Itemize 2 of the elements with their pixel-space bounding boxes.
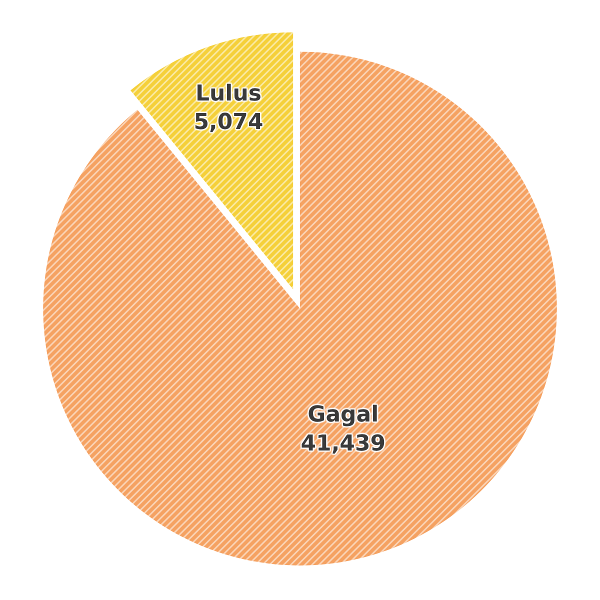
data-label: 41,439 <box>300 431 386 456</box>
slice-label: Gagal <box>308 402 379 428</box>
